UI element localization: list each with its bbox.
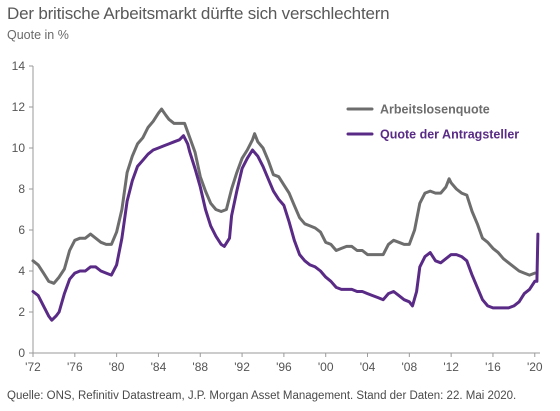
y-tick-label: 12	[12, 100, 26, 114]
x-tick-label: '08	[402, 360, 418, 374]
x-tick-label: '96	[276, 360, 292, 374]
y-tick-label: 10	[12, 141, 26, 155]
legend-label: Arbeitslosenquote	[380, 103, 490, 117]
x-tick-label: '04	[360, 360, 376, 374]
chart-axes: 0 2 4 6 8 10 12 14 '72 '76 '80 '84 '88 '92 '96 '00 '04 '0…	[12, 59, 543, 374]
x-tick-label: '80	[109, 360, 125, 374]
source-note: Quelle: ONS, Refinitiv Datastream, J.P. …	[7, 390, 517, 402]
x-tick-label: '92	[234, 360, 250, 374]
x-tick-label: '16	[485, 360, 501, 374]
chart-subtitle: Quote in %	[7, 28, 69, 42]
y-tick-label: 0	[18, 346, 25, 360]
x-tick-label: '84	[151, 360, 167, 374]
x-tick-label: '00	[318, 360, 334, 374]
series-line-antragsteller	[31, 134, 540, 322]
chart-title: Der britische Arbeitsmarkt dürfte sich v…	[7, 4, 390, 23]
x-tick-label: '20	[527, 360, 543, 374]
y-tick-label: 14	[12, 59, 26, 73]
legend-label: Quote der Antragsteller	[380, 128, 519, 142]
y-tick-label: 4	[18, 264, 25, 278]
x-tick-label: '12	[443, 360, 459, 374]
y-tick-label: 6	[18, 223, 25, 237]
chart-legend: Arbeitslosenquote Quote der Antragsteller	[346, 103, 519, 142]
x-tick-label: '72	[25, 360, 41, 374]
y-tick-label: 2	[18, 305, 25, 319]
chart-series	[31, 107, 540, 322]
series-line-arbeitslosenquote	[31, 107, 537, 285]
y-tick-label: 8	[18, 182, 25, 196]
x-tick-label: '88	[192, 360, 208, 374]
x-tick-label: '76	[67, 360, 83, 374]
